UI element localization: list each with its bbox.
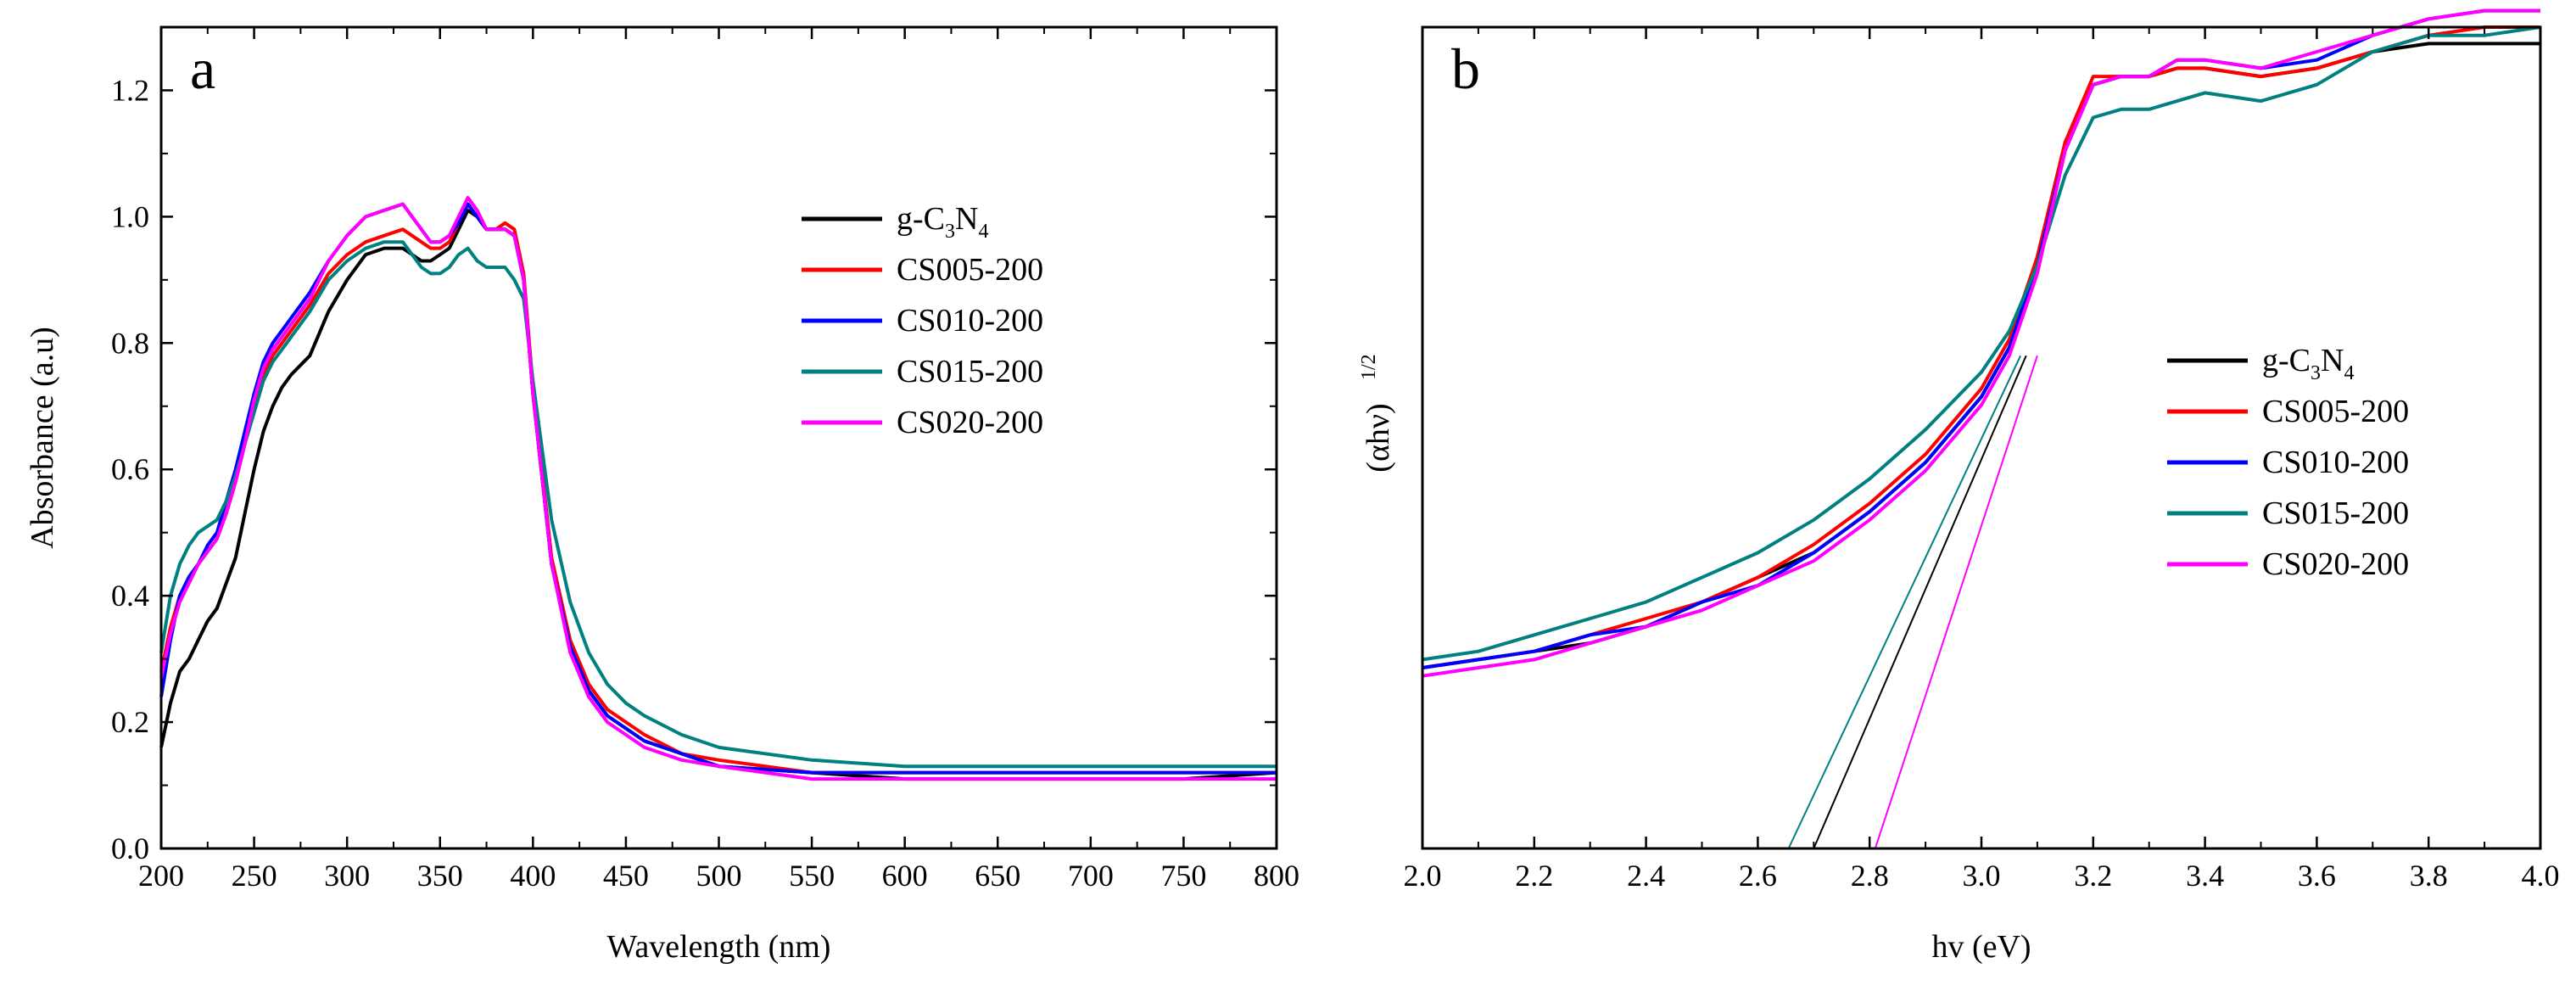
series-line-cs015-200 (159, 240, 1277, 769)
x-tick-label: 350 (417, 859, 463, 893)
y-tick-label: 0.6 (111, 452, 149, 486)
y-axis-title: (αhν) 1/2 (1358, 354, 1396, 472)
panel-letter: a (190, 36, 215, 101)
tangent-cs015 (1787, 355, 2022, 849)
x-tick-label: 400 (510, 859, 556, 893)
x-tick-label: 500 (696, 859, 742, 893)
legend-label-cs015-200: CS015-200 (2262, 496, 2409, 531)
x-axis-title: Wavelength (nm) (607, 929, 831, 965)
legend-label-part: 4 (978, 221, 988, 243)
x-tick-label: 3.2 (2074, 859, 2112, 893)
x-tick-label: 3.0 (1963, 859, 2001, 893)
x-tick-label: 4.0 (2522, 859, 2560, 893)
panel-letter: b (1451, 36, 1480, 101)
x-tick-label: 200 (138, 859, 184, 893)
y-tick-label: 0.2 (111, 705, 149, 739)
legend-label-part: 3 (945, 221, 955, 243)
legend-label-part: g-C (2262, 343, 2311, 378)
tangent-gc3n4 (1813, 355, 2027, 849)
legend-label-cs020-200: CS020-200 (897, 405, 1043, 440)
y-tick-label: 0.4 (111, 579, 149, 613)
legend-label-part: N (2321, 343, 2344, 378)
legend-label-cs010-200: CS010-200 (897, 303, 1043, 339)
legend-label-part: N (955, 201, 978, 237)
legend: g-C3N4 CS005-200 CS010-200 CS015-200 CS020-2… (802, 201, 1043, 440)
legend-label-cs015-200: CS015-200 (897, 354, 1043, 389)
legend-label-part: g-C (897, 201, 945, 237)
series-line-cs020-200 (159, 196, 1277, 781)
panel-b: 2.0 2.2 2.4 2.6 2.8 3.0 3.2 3.4 3.6 3.8 4.0 hv (eV)… (1358, 8, 2560, 965)
y-tick-label: 1.0 (111, 199, 149, 233)
x-tick-label: 300 (324, 859, 370, 893)
x-tick-label: 450 (603, 859, 649, 893)
y-tick-label: 1.2 (111, 73, 149, 107)
legend-label-g-c3n4: g-C3N4 (897, 201, 988, 243)
y-tick-label: 0.8 (111, 326, 149, 360)
x-tick-label: 2.6 (1739, 859, 1777, 893)
series-line-cs015-200 (1422, 25, 2541, 662)
x-tick-label: 750 (1160, 859, 1206, 893)
tangent-cs020 (1874, 355, 2038, 849)
x-tick-label: 700 (1068, 859, 1114, 893)
x-tick-label: 800 (1254, 859, 1299, 893)
legend-label-cs005-200: CS005-200 (2262, 394, 2409, 429)
x-axis-title: hv (eV) (1931, 929, 2031, 965)
legend-label-part: 4 (2344, 362, 2354, 384)
legend: g-C3N4 CS005-200 CS010-200 CS015-200 CS020-2… (2167, 343, 2409, 582)
x-tick-label: 550 (789, 859, 835, 893)
series-line-cs020-200 (1422, 8, 2540, 678)
x-tick-label: 2.2 (1515, 859, 1553, 893)
x-tick-label: 2.8 (1851, 859, 1889, 893)
x-tick-label: 3.4 (2186, 859, 2224, 893)
series-line-cs005-200 (1422, 25, 2540, 669)
legend-label-cs020-200: CS020-200 (2262, 546, 2409, 582)
y-tick-label: 0.0 (111, 831, 149, 865)
x-tick-label: 600 (882, 859, 928, 893)
legend-label-cs005-200: CS005-200 (897, 252, 1043, 288)
x-tick-label: 250 (232, 859, 277, 893)
x-tick-label: 650 (975, 859, 1020, 893)
y-axis-title-main: (αhν) (1361, 403, 1396, 472)
x-tick-label: 2.4 (1627, 859, 1665, 893)
legend-label-part: 3 (2311, 362, 2321, 384)
legend-label-cs010-200: CS010-200 (2262, 445, 2409, 480)
x-tick-label: 2.0 (1404, 859, 1442, 893)
legend-label-g-c3n4: g-C3N4 (2262, 343, 2354, 384)
y-axis-title-sup: 1/2 (1358, 354, 1380, 380)
x-tick-label: 3.6 (2298, 859, 2336, 893)
y-axis-title: Absorbance (a.u) (25, 327, 60, 549)
x-tick-label: 3.8 (2410, 859, 2448, 893)
panel-a: 200 250 300 350 400 450 500 550 600 650 700 750 800 0… (25, 25, 1299, 965)
